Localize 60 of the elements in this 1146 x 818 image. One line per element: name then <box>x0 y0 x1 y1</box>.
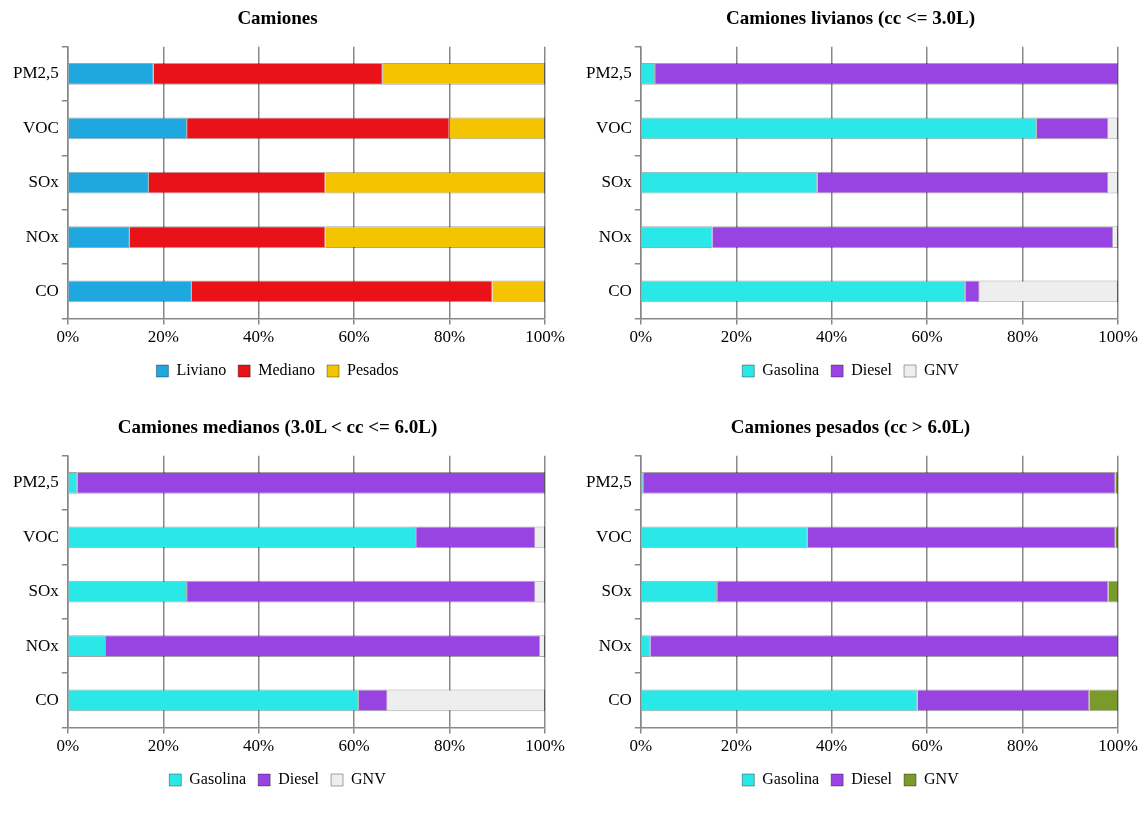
legend-label: Mediano <box>258 361 316 379</box>
x-tick-label: 60% <box>338 327 370 347</box>
y-tick-label: NOx <box>598 635 633 655</box>
x-tick-label: 0% <box>629 327 653 347</box>
x-tick-label: 40% <box>816 327 848 347</box>
legend-label: Diesel <box>278 770 320 788</box>
chart-title: Camiones pesados (cc > 6.0L) <box>730 416 971 439</box>
y-tick-label: NOx <box>25 226 60 246</box>
x-tick-label: 40% <box>816 736 848 756</box>
x-tick-label: 0% <box>56 327 80 347</box>
x-tick-label: 0% <box>56 736 80 756</box>
legend-label: GNV <box>924 361 960 379</box>
y-tick-label: SOx <box>601 581 633 601</box>
legend-label: Gasolina <box>189 770 247 788</box>
y-tick-label: NOx <box>25 635 60 655</box>
y-tick-label: NOx <box>598 226 633 246</box>
y-tick-label: CO <box>35 280 59 300</box>
legend-label: Gasolina <box>762 770 820 788</box>
x-tick-label: 80% <box>1006 327 1039 347</box>
y-tick-label: SOx <box>28 172 60 192</box>
x-tick-label: 80% <box>433 327 466 347</box>
legend-label: Diesel <box>851 361 893 379</box>
legend-label: GNV <box>924 770 960 788</box>
x-tick-label: 60% <box>338 736 370 756</box>
legend-label: Pesados <box>347 361 399 379</box>
x-tick-label: 0% <box>629 736 653 756</box>
y-tick-label: PM2,5 <box>585 63 632 83</box>
y-tick-label: VOC <box>22 526 59 546</box>
y-tick-label: PM2,5 <box>12 472 59 492</box>
x-tick-label: 20% <box>720 327 752 347</box>
x-tick-label: 100% <box>525 736 565 756</box>
legend-label: Diesel <box>851 770 893 788</box>
y-tick-label: PM2,5 <box>585 472 632 492</box>
chart-title: Camiones livianos (cc <= 3.0L) <box>725 7 976 30</box>
legend-label: Gasolina <box>762 361 820 379</box>
x-tick-label: 100% <box>1098 327 1138 347</box>
x-tick-label: 60% <box>911 327 943 347</box>
x-tick-label: 60% <box>911 736 943 756</box>
chart-title: Camiones <box>237 7 318 29</box>
y-tick-label: SOx <box>28 581 60 601</box>
x-tick-label: 40% <box>243 736 275 756</box>
legend-label: GNV <box>351 770 387 788</box>
x-tick-label: 20% <box>147 736 179 756</box>
x-tick-label: 20% <box>720 736 752 756</box>
x-tick-label: 100% <box>525 327 565 347</box>
y-tick-label: VOC <box>22 117 59 137</box>
y-tick-label: CO <box>608 689 632 709</box>
x-tick-label: 80% <box>433 736 466 756</box>
legend-label: Liviano <box>176 361 227 379</box>
x-tick-label: 20% <box>147 327 179 347</box>
y-tick-label: CO <box>35 689 59 709</box>
x-tick-label: 100% <box>1098 736 1138 756</box>
chart-title: Camiones medianos (3.0L < cc <= 6.0L) <box>117 416 438 439</box>
x-tick-label: 40% <box>243 327 275 347</box>
x-tick-label: 80% <box>1006 736 1039 756</box>
y-tick-label: VOC <box>595 117 632 137</box>
y-tick-label: VOC <box>595 526 632 546</box>
y-tick-label: SOx <box>601 172 633 192</box>
y-tick-label: PM2,5 <box>12 63 59 83</box>
y-tick-label: CO <box>608 280 632 300</box>
